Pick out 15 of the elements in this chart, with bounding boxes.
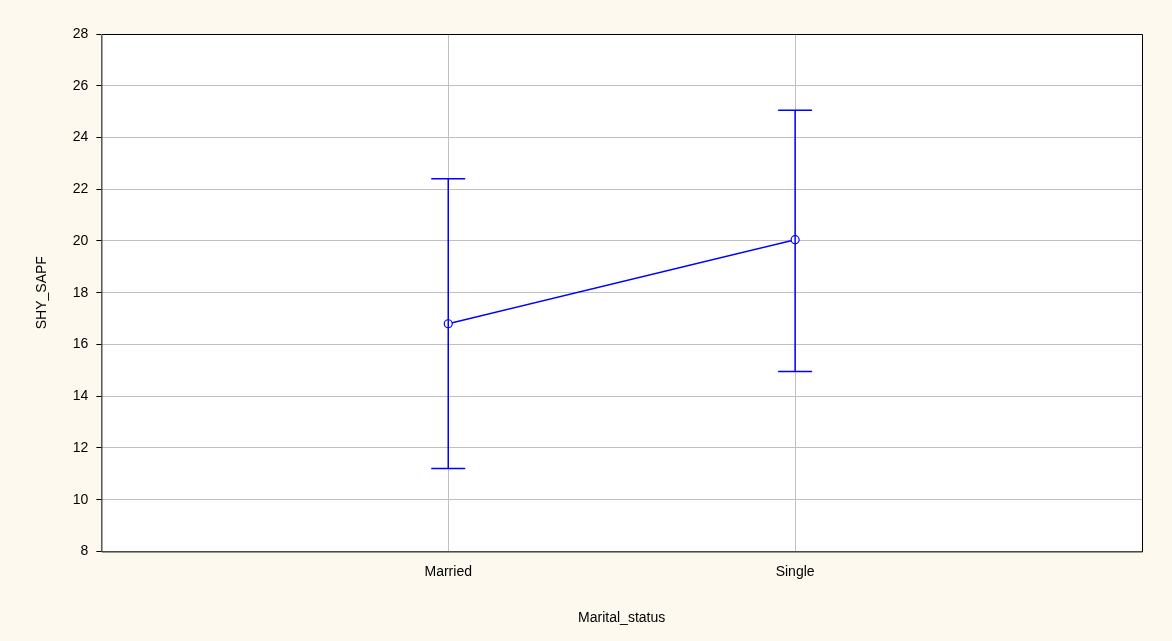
y-tick-label: 28: [72, 24, 89, 41]
y-tick-label: 20: [72, 231, 89, 248]
y-tick-label: 12: [72, 438, 89, 455]
y-tick-label: 8: [80, 542, 89, 559]
y-tick-label: 14: [72, 387, 89, 404]
y-tick-label: 18: [72, 283, 89, 300]
y-tick-label: 10: [72, 490, 89, 507]
y-tick-label: 16: [72, 335, 89, 352]
y-tick-label: 22: [72, 180, 89, 197]
y-axis-title: SHY_SAPF: [33, 256, 50, 330]
x-tick-label: Married: [424, 562, 472, 579]
y-tick-label: 26: [72, 76, 89, 93]
x-axis-title: Marital_status: [578, 609, 666, 626]
x-tick-label: Single: [775, 562, 815, 579]
y-tick-label: 24: [72, 128, 89, 145]
